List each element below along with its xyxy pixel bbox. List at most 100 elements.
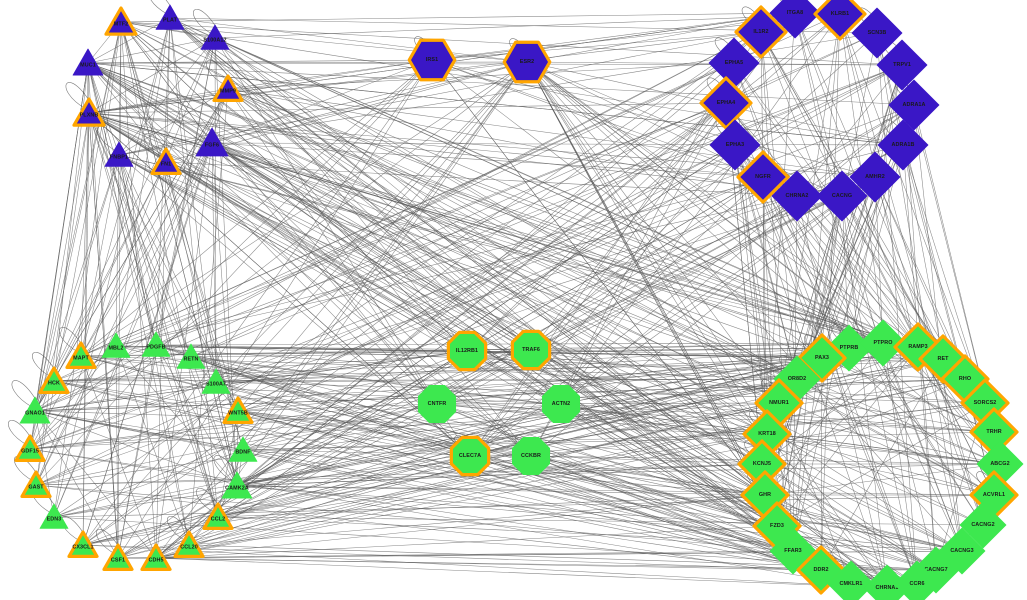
graph-edge: [217, 516, 984, 526]
graph-edge: [188, 378, 966, 546]
graph-edge: [34, 410, 768, 435]
graph-edge: [88, 112, 766, 496]
graph-node-fgf6[interactable]: FGF6: [192, 123, 232, 163]
node-shape-triangle: [65, 341, 97, 369]
graph-edge: [155, 344, 963, 552]
graph-edge: [762, 176, 1001, 465]
graph-edge: [88, 112, 219, 518]
graph-node-ccr6[interactable]: CCR6: [890, 557, 944, 600]
graph-edge: [526, 61, 963, 552]
graph-node-wnt5b[interactable]: WNT5B: [220, 393, 256, 429]
graph-edge: [87, 62, 167, 163]
graph-node-gnao1[interactable]: GNAO1: [16, 392, 54, 430]
node-shape-diamond: [736, 150, 790, 204]
graph-edge: [29, 154, 120, 450]
graph-edge: [436, 403, 768, 435]
graph-edge: [120, 21, 995, 496]
graph-node-clec7a[interactable]: CLEC7A: [446, 432, 494, 480]
graph-edge: [236, 485, 963, 552]
graph-node-actn2[interactable]: ACTN2: [537, 380, 585, 428]
graph-edge: [155, 31, 762, 559]
graph-node-s100a12[interactable]: S100A12: [197, 20, 233, 56]
graph-node-bdnf[interactable]: BDNF: [225, 432, 261, 468]
graph-node-gast[interactable]: GAST: [18, 467, 54, 503]
graph-node-cdh5[interactable]: CDH5: [138, 540, 174, 576]
graph-edge: [760, 31, 963, 552]
graph-edge: [436, 403, 822, 571]
node-shape-triangle: [39, 503, 69, 529]
graph-edge: [88, 112, 764, 178]
graph-node-csf1[interactable]: CSF1: [100, 540, 136, 576]
self-loop-edge: [32, 352, 59, 378]
graph-node-mmp9[interactable]: MMP9: [210, 71, 246, 107]
graph-edge: [236, 485, 766, 496]
graph-edge: [760, 31, 995, 496]
node-shape-triangle: [72, 97, 106, 127]
graph-edge: [820, 13, 841, 571]
graph-edge: [155, 61, 528, 559]
graph-node-cckbr[interactable]: CCKBR: [507, 432, 555, 480]
node-shape-triangle: [195, 127, 229, 157]
graph-node-il12rb1[interactable]: IL12RB1: [443, 327, 491, 375]
graph-edge: [88, 88, 229, 114]
graph-edge: [117, 485, 238, 559]
graph-edge: [236, 485, 995, 496]
graph-node-cacng[interactable]: CACNG: [813, 167, 871, 225]
graph-edge: [117, 102, 727, 559]
graph-edge: [764, 64, 903, 496]
graph-edge: [88, 112, 876, 178]
graph-edge: [82, 61, 528, 546]
graph-edge: [29, 403, 562, 450]
graph-edge: [35, 463, 763, 486]
graph-node-cx3cl1[interactable]: CX3CL1: [65, 527, 101, 563]
graph-edge: [120, 21, 238, 487]
node-shape-triangle: [212, 74, 244, 102]
graph-node-muc1[interactable]: MUC1: [69, 44, 107, 82]
node-shape-triangle: [104, 141, 134, 167]
graph-node-plxnb[interactable]: PLXNB: [70, 94, 108, 132]
graph-edge: [466, 13, 841, 352]
graph-edge: [118, 154, 471, 457]
graph-edge: [120, 21, 884, 344]
graph-node-pdgfb[interactable]: PDGFB: [138, 327, 174, 363]
graph-edge: [87, 59, 433, 64]
graph-edge: [764, 346, 919, 496]
node-shape-diamond: [771, 170, 823, 222]
node-shape-triangle: [67, 530, 99, 558]
self-loop-edge: [97, 126, 124, 152]
node-shape-triangle: [155, 4, 185, 30]
graph-edge: [165, 161, 766, 496]
graph-edge: [29, 448, 918, 585]
graph-edge: [466, 350, 1001, 465]
graph-node-gdf15[interactable]: GDF15: [12, 431, 48, 467]
graph-node-ccl20[interactable]: CCL20: [171, 527, 207, 563]
graph-edge: [560, 403, 995, 496]
graph-node-traf6[interactable]: TRAF6: [507, 326, 555, 374]
graph-edge: [436, 403, 995, 433]
graph-edge: [466, 102, 727, 352]
graph-edge: [820, 358, 944, 571]
graph-edge: [841, 195, 888, 589]
graph-edge: [155, 525, 778, 559]
graph-node-fn1[interactable]: FN1: [148, 144, 184, 180]
graph-edge: [761, 346, 919, 465]
node-shape-octagon: [417, 384, 457, 424]
node-shape-diamond: [813, 0, 867, 41]
graph-edge: [87, 62, 768, 435]
graph-edge: [88, 112, 238, 487]
graph-node-esr2[interactable]: ESR2: [500, 35, 554, 89]
graph-edge: [118, 61, 528, 156]
graph-edge: [82, 112, 90, 546]
graph-node-fnbp1[interactable]: FNBP1: [101, 137, 137, 173]
node-shape-triangle: [140, 543, 172, 571]
graph-edge: [214, 37, 995, 496]
node-shape-hexagon: [407, 38, 457, 82]
graph-node-cntfr[interactable]: CNTFR: [413, 380, 461, 428]
graph-node-mtf2[interactable]: MTF2: [102, 3, 140, 41]
node-shape-hexagon: [502, 40, 552, 84]
graph-node-irs1[interactable]: IRS1: [405, 33, 459, 87]
graph-edge: [82, 31, 762, 546]
graph-node-mbl2[interactable]: MBL2: [98, 328, 134, 364]
graph-node-plat[interactable]: PLAT: [152, 0, 188, 36]
